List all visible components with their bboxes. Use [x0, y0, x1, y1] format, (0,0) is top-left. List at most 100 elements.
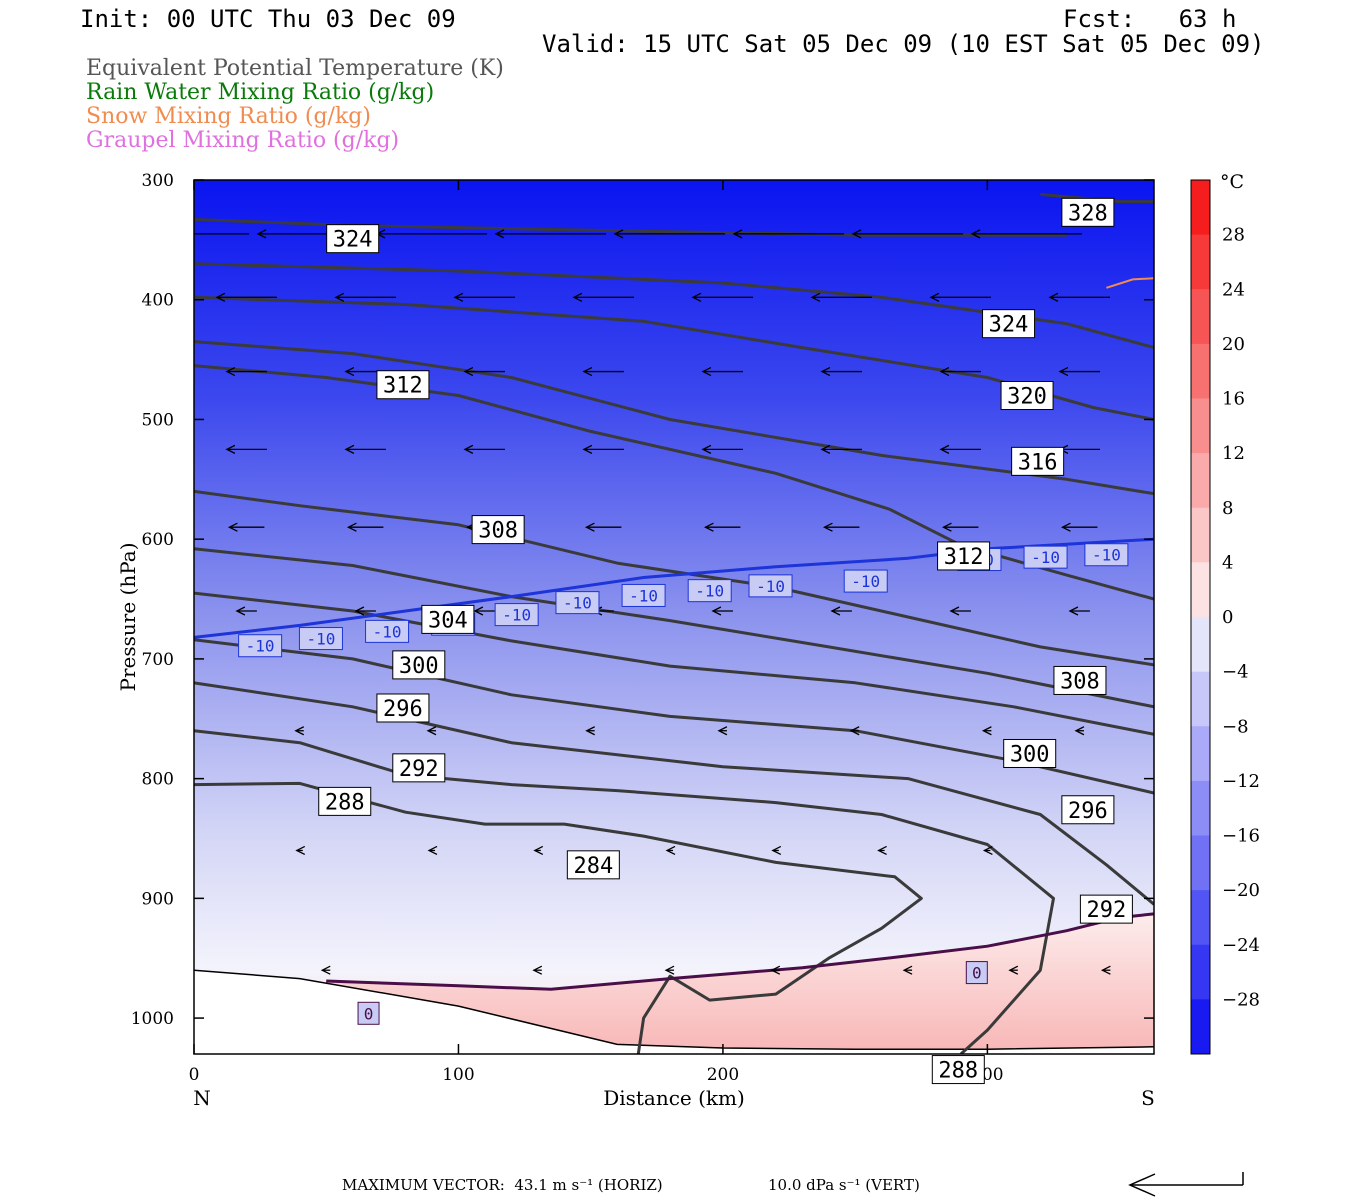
- isotherm-label-box: [365, 619, 410, 643]
- wind-vector-head: [939, 444, 950, 454]
- isotherm-label: -10: [1031, 548, 1060, 567]
- wind-vector-head: [227, 522, 238, 532]
- theta-e-label-box: [566, 850, 620, 880]
- colorbar-bin: [1191, 453, 1210, 509]
- colorbar-bin: [1191, 999, 1210, 1055]
- colorbar-tick-label: −16: [1222, 826, 1260, 847]
- theta-e-label-box: [1053, 665, 1107, 695]
- max-vector-vert: 10.0 dPa s⁻¹ (VERT): [768, 1176, 920, 1194]
- isotherm-label-box: [1084, 543, 1129, 567]
- isotherm-label-box: [494, 603, 539, 627]
- wind-vector-head: [877, 845, 887, 856]
- colorbar-tick-label: −12: [1222, 771, 1260, 792]
- wind-vector-head: [949, 606, 960, 616]
- wind-vector-head: [344, 366, 355, 377]
- south-end-label: S: [1141, 1086, 1155, 1110]
- theta-e-contour: [194, 295, 1154, 421]
- theta-e-label: 328: [1068, 201, 1108, 226]
- wind-vector-head: [701, 444, 712, 454]
- y-tick-label: 1000: [131, 1009, 174, 1029]
- below-ground-area: [194, 970, 1154, 1054]
- theta-e-label: 296: [383, 697, 423, 722]
- wind-vector-head: [711, 606, 722, 616]
- snow-contour: [1106, 277, 1154, 289]
- wind-vector-head: [822, 522, 833, 532]
- colorbar-bin: [1191, 617, 1210, 673]
- y-tick-label: 300: [142, 171, 174, 191]
- wind-vector-head: [334, 292, 345, 302]
- theta-e-label-box: [982, 309, 1036, 339]
- theta-e-contour: [194, 218, 1067, 237]
- theta-e-label: 300: [1010, 742, 1050, 767]
- theta-e-label: 292: [399, 757, 439, 782]
- north-end-label: N: [193, 1086, 211, 1110]
- theta-e-contour: [194, 489, 1154, 667]
- isotherm-label-box: [1023, 545, 1068, 569]
- wind-vector-head: [665, 845, 676, 856]
- legend-thetae: Equivalent Potential Temperature (K): [86, 56, 504, 81]
- theta-e-label: 300: [399, 654, 439, 679]
- theta-e-contour: [194, 547, 1154, 709]
- wind-vector-head: [851, 229, 862, 239]
- wind-vector-head: [533, 845, 544, 856]
- y-axis-title: Pressure (hPa): [116, 543, 140, 692]
- colorbar-tick-label: 16: [1222, 389, 1245, 410]
- colorbar-bin: [1191, 890, 1210, 946]
- wind-vector-head: [215, 292, 226, 302]
- y-tick-label: 900: [142, 889, 174, 909]
- max-vector-horiz: MAXIMUM VECTOR: 43.1 m s⁻¹ (HORIZ): [342, 1176, 663, 1194]
- wind-vector-head: [354, 606, 365, 616]
- wind-vector-head: [344, 444, 355, 454]
- isotherm-label-box: [621, 583, 666, 607]
- theta-e-label-box: [1000, 381, 1054, 411]
- isotherm-label: 0: [972, 964, 982, 983]
- wind-vector-head: [691, 292, 702, 302]
- wind-vector-head: [1100, 965, 1111, 975]
- wind-vector-head: [981, 726, 992, 736]
- colorbar-bin: [1191, 343, 1210, 399]
- forecast-hour: Fcst: 63 h: [1063, 5, 1237, 33]
- colorbar-bin: [1191, 726, 1210, 782]
- colorbar-tick-label: 20: [1222, 334, 1245, 355]
- wind-vector-head: [970, 229, 981, 239]
- theta-e-label-box: [1079, 894, 1133, 924]
- wind-vector-head: [427, 845, 438, 856]
- colorbar-bin: [1191, 835, 1210, 891]
- colorbar-tick-label: 4: [1222, 552, 1233, 573]
- y-tick-label: 700: [142, 650, 174, 670]
- legend-graupel: Graupel Mixing Ratio (g/kg): [86, 128, 400, 153]
- theta-e-label: 312: [383, 374, 423, 399]
- theta-e-contour: [194, 781, 923, 1054]
- isotherm-label-box: [748, 574, 793, 598]
- theta-e-label-box: [376, 693, 430, 723]
- colorbar-bin: [1191, 944, 1210, 1000]
- isotherm-label: -10: [1092, 546, 1121, 565]
- wind-vector-head: [982, 845, 993, 856]
- isotherm-label: -10: [502, 606, 531, 625]
- theta-e-label: 320: [1007, 385, 1047, 410]
- colorbar-tick-label: 24: [1222, 279, 1245, 300]
- wind-vector-head: [1074, 726, 1085, 736]
- isotherm-label-box: [357, 1001, 380, 1025]
- colorbar-bin: [1191, 289, 1210, 345]
- theta-e-label: 308: [478, 519, 518, 544]
- isotherm-label-box: [238, 634, 283, 658]
- colorbar-tick-label: 12: [1222, 443, 1245, 464]
- wind-vector-head: [585, 726, 595, 736]
- colorbar-tick-label: −8: [1222, 716, 1249, 737]
- colorbar-tick-label: −28: [1222, 989, 1260, 1010]
- wind-vector-head: [295, 845, 306, 856]
- wind-vector-head: [902, 965, 913, 975]
- isotherm-label: -10: [756, 577, 785, 596]
- wind-vector-head: [582, 444, 593, 454]
- wind-vector-head: [929, 292, 940, 302]
- colorbar-tick-label: 28: [1222, 225, 1245, 246]
- wind-vector-head: [494, 229, 505, 239]
- legend-snow: Snow Mixing Ratio (g/kg): [86, 104, 371, 129]
- colorbar-tick-label: −20: [1222, 880, 1260, 901]
- valid-time: Valid: 15 UTC Sat 05 Dec 09 (10 EST Sat …: [542, 30, 1265, 58]
- wind-vector-head: [463, 366, 474, 377]
- wind-vector-head: [235, 606, 246, 616]
- wind-vector-head: [941, 522, 952, 532]
